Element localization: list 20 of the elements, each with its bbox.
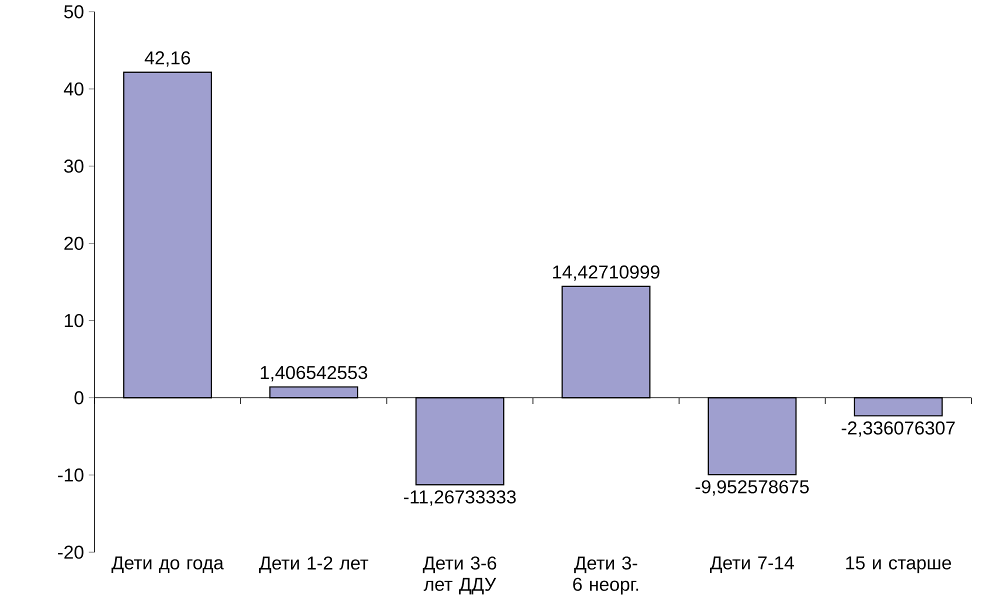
y-tick-label: 20 xyxy=(64,236,84,250)
x-tick-label: Дети до года xyxy=(112,556,224,573)
y-tick-label: 30 xyxy=(64,159,84,173)
x-tick-label: Дети 7-14 xyxy=(710,556,794,573)
y-tick-label: -20 xyxy=(58,546,84,559)
data-label: 42,16 xyxy=(144,51,190,67)
y-tick-label: 50 xyxy=(64,5,84,18)
data-label: -9,952578675 xyxy=(696,480,809,496)
y-tick-label: -10 xyxy=(58,468,84,482)
y-tick-label: 10 xyxy=(64,314,84,328)
data-label: 14,42710999 xyxy=(553,265,660,281)
x-tick-label: Дети 1-2 лет xyxy=(259,556,368,574)
data-label: -2,336076307 xyxy=(842,421,955,437)
y-tick-label: 40 xyxy=(64,82,84,96)
x-tick-label: 15 и старше xyxy=(846,556,951,574)
data-label: -11,26733333 xyxy=(404,490,516,506)
x-tick-label: Дети 3-6 неорг. xyxy=(573,556,638,594)
x-tick-label: Дети 3-6 лет ДДУ xyxy=(422,556,496,594)
y-tick-label: 0 xyxy=(74,391,84,404)
data-label: 1,406542553 xyxy=(260,366,368,382)
